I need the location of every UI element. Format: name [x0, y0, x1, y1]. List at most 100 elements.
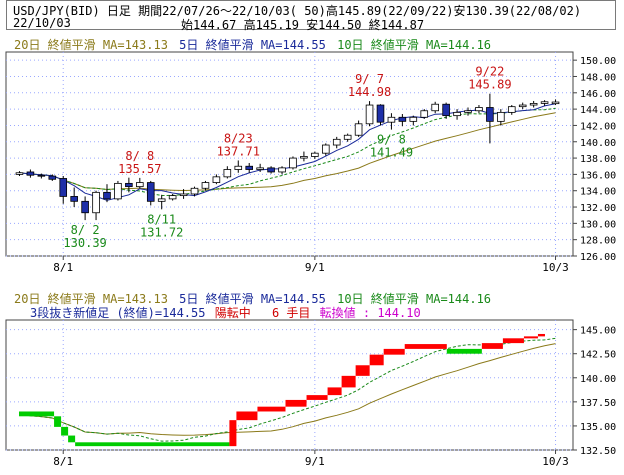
candle-body [540, 101, 549, 104]
break-brick-up [257, 406, 286, 412]
top-y-tick-label: 144.00 [580, 105, 616, 116]
bottom-y-tick-label: 140.00 [580, 374, 616, 385]
high-annotation-value: 137.71 [217, 144, 260, 158]
low-annotation-date: 9/ 8 [377, 133, 406, 147]
bottom-y-tick-label: 137.50 [580, 398, 616, 409]
candle-body [332, 138, 341, 146]
candle-body [267, 167, 275, 173]
candlestick-panel: 150.00 148.00 146.00 144.00 142.00 140.00 138.… [5, 51, 616, 274]
top-y-tick-label: 148.00 [580, 72, 616, 83]
candle-body [551, 101, 560, 105]
candle-body [114, 182, 122, 200]
break-brick-up [355, 365, 370, 376]
candle-body [365, 104, 374, 125]
header-title: USD/JPY(BID) 日足 期間22/07/26～22/10/03( 50)… [13, 4, 582, 18]
low-annotation-value: 141.49 [370, 146, 413, 160]
header-info: 22/10/03 始144.67 高145.19 安144.50 終144.87 [13, 16, 424, 32]
top-y-tick-label: 130.00 [580, 219, 616, 230]
candle-body [59, 178, 68, 197]
chart-header: USD/JPY(BID) 日足 期間22/07/26～22/10/03( 50)… [6, 0, 616, 32]
candle-body [409, 116, 418, 122]
high-annotation-date: 8/23 [224, 131, 253, 145]
legend-ma5: 5日 終値平滑 MA=144.55 [179, 38, 326, 52]
candle-body [518, 104, 527, 108]
candle-body [48, 175, 57, 180]
top-x-tick-label: 9/1 [305, 261, 325, 274]
top-x-tick-label: 10/3 [542, 261, 569, 274]
candle-body [475, 107, 483, 112]
candle-body [37, 174, 46, 177]
candle-body [464, 110, 472, 113]
top-y-tick-label: 126.00 [580, 252, 616, 263]
top-y-tick-label: 138.00 [580, 154, 616, 165]
legend-ma10-bottom: 10日 終値平滑 MA=144.16 [337, 292, 492, 306]
status-trend: 陽転中 [214, 306, 251, 320]
high-annotation-value: 135.57 [118, 162, 161, 176]
break-status: 3段抜き新値足 (終値)=144.55 陽転中 6 手目 転換値 : 144.1… [30, 304, 421, 321]
candle-body [300, 156, 308, 159]
three-line-break-panel: 145.00 142.50 140.00 137.50 135.00 132.50 8/1 9… [5, 319, 616, 468]
candle-body [497, 111, 505, 122]
legend-ma20: 20日 終値平滑 MA=143.13 [14, 38, 168, 52]
candle-body [190, 187, 199, 195]
candle-body [343, 134, 352, 140]
bottom-x-tick-label: 10/3 [542, 455, 569, 468]
candle-body [26, 171, 35, 176]
ma10-line [19, 107, 556, 197]
bottom-legend: 20日 終値平滑 MA=143.13 5日 終値平滑 MA=144.55 10日… [14, 290, 491, 307]
bottom-plot-area [5, 319, 574, 451]
candle-body [486, 107, 494, 122]
break-brick-down [61, 426, 69, 436]
candle-body [256, 167, 264, 170]
candle-body [507, 106, 516, 113]
break-brick-down [75, 442, 230, 447]
candle-body [420, 110, 429, 118]
top-legend: 20日 終値平滑 MA=143.13 5日 終値平滑 MA=144.55 10日… [14, 36, 491, 53]
candle-body [234, 165, 243, 170]
bottom-y-tick-label: 132.50 [580, 446, 616, 457]
candle-body [398, 116, 407, 122]
candle-body [70, 196, 78, 202]
break-brick-down [54, 416, 62, 427]
candle-body [157, 198, 166, 202]
top-y-tick-label: 150.00 [580, 56, 616, 67]
candle-body [168, 195, 177, 200]
break-brick-up [537, 333, 545, 337]
top-x-tick-label: 8/1 [53, 261, 73, 274]
candle-body [92, 191, 100, 214]
break-brick-up [481, 343, 503, 349]
candle-body [15, 172, 24, 175]
break-brick-up [502, 338, 524, 344]
header-date: 22/10/03 [13, 16, 71, 30]
header-ohlc: 始144.67 高145.19 安144.50 終144.87 [181, 18, 425, 32]
break-brick-up [327, 387, 342, 396]
top-y-tick-label: 134.00 [580, 187, 616, 198]
status-title: 3段抜き新値足 (終値)=144.55 [30, 306, 206, 320]
break-brick-up [306, 395, 328, 400]
candle-body [103, 191, 111, 200]
legend-ma10: 10日 終値平滑 MA=144.16 [337, 38, 492, 52]
high-annotation-date: 9/22 [475, 65, 504, 79]
candle-body [529, 103, 538, 106]
break-brick-up [369, 354, 384, 366]
candle-body [431, 103, 439, 112]
candle-body [179, 193, 188, 197]
break-brick-up [236, 411, 258, 421]
top-plot-area [5, 51, 574, 257]
status-reversal: 転換値 : 144.10 [319, 306, 421, 320]
break-brick-up [383, 348, 405, 355]
candle-body [146, 182, 155, 202]
low-annotation-date: 8/11 [147, 212, 176, 226]
candle-body [136, 182, 144, 188]
low-annotation-date: 8/ 2 [71, 223, 100, 237]
break-brick-up [404, 344, 447, 349]
candle-body [387, 116, 396, 123]
low-annotation-value: 131.72 [140, 225, 183, 239]
top-y-tick-label: 142.00 [580, 121, 616, 132]
break-brick-up [341, 375, 356, 388]
high-annotation-date: 9/ 7 [355, 72, 384, 86]
candle-body [201, 182, 210, 189]
bottom-y-tick-label: 142.50 [580, 350, 616, 361]
break-brick-up [229, 420, 237, 447]
